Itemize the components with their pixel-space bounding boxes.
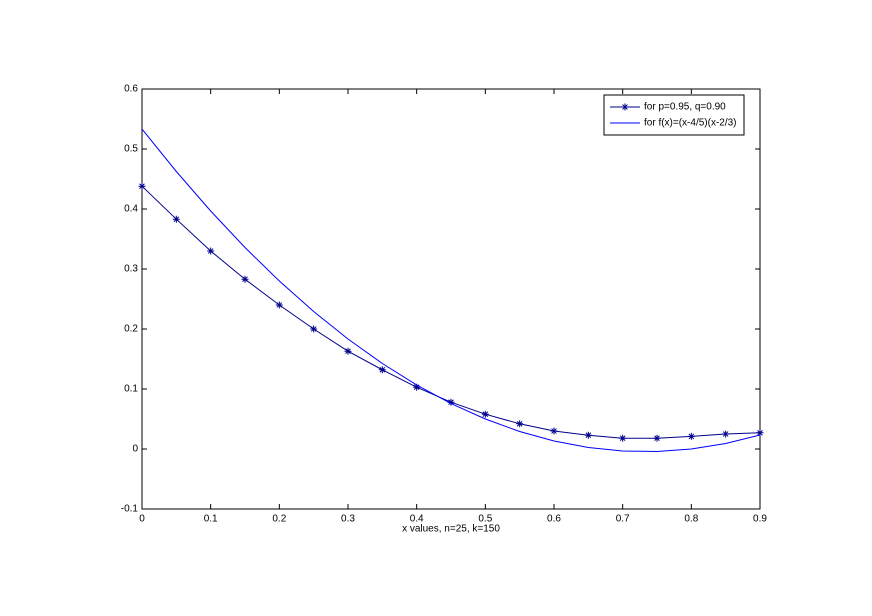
data-point [756,429,764,437]
data-point [687,432,695,440]
x-tick-label: 0.4 [410,514,424,525]
data-point [138,182,146,190]
x-axis-label: x values, n=25, k=150 [402,524,500,535]
series-line [141,128,761,453]
x-tick-label: 0.8 [684,514,698,525]
x-tick-label: 0.3 [341,514,355,525]
x-tick-label: 0.9 [753,514,767,525]
data-point [447,398,455,406]
legend-box [603,94,745,136]
data-point [378,366,386,374]
y-tick-label: 0.6 [124,84,138,95]
data-point [619,434,627,442]
y-tick-label: 0.1 [124,384,138,395]
y-tick-label: 0.2 [124,324,138,335]
data-point [344,347,352,355]
data-point [481,410,489,418]
y-tick-label: 0.5 [124,144,138,155]
x-tick-label: 0.2 [272,514,286,525]
data-point [722,430,730,438]
y-tick-label: 0.3 [124,264,138,275]
data-point [172,215,180,223]
legend-label: for f(x)=(x-4/5)(x-2/3) [644,118,737,129]
data-point [241,275,249,283]
data-point [516,420,524,428]
legend-marker [621,103,629,111]
data-point [310,325,318,333]
x-tick-label: 0 [139,514,145,525]
x-tick-label: 0.7 [616,514,630,525]
data-point [275,301,283,309]
y-tick-label: 0 [132,444,138,455]
data-point [584,431,592,439]
legend-label: for p=0.95, q=0.90 [644,102,726,113]
x-tick-label: 0.6 [547,514,561,525]
y-tick-label: 0.4 [124,204,138,215]
x-tick-label: 0.1 [204,514,218,525]
x-tick-label: 0.5 [478,514,492,525]
data-point [550,427,558,435]
data-point [653,434,661,442]
data-point [413,383,421,391]
y-tick-label: -0.1 [121,504,139,515]
plot-area [141,88,761,510]
data-point [207,247,215,255]
